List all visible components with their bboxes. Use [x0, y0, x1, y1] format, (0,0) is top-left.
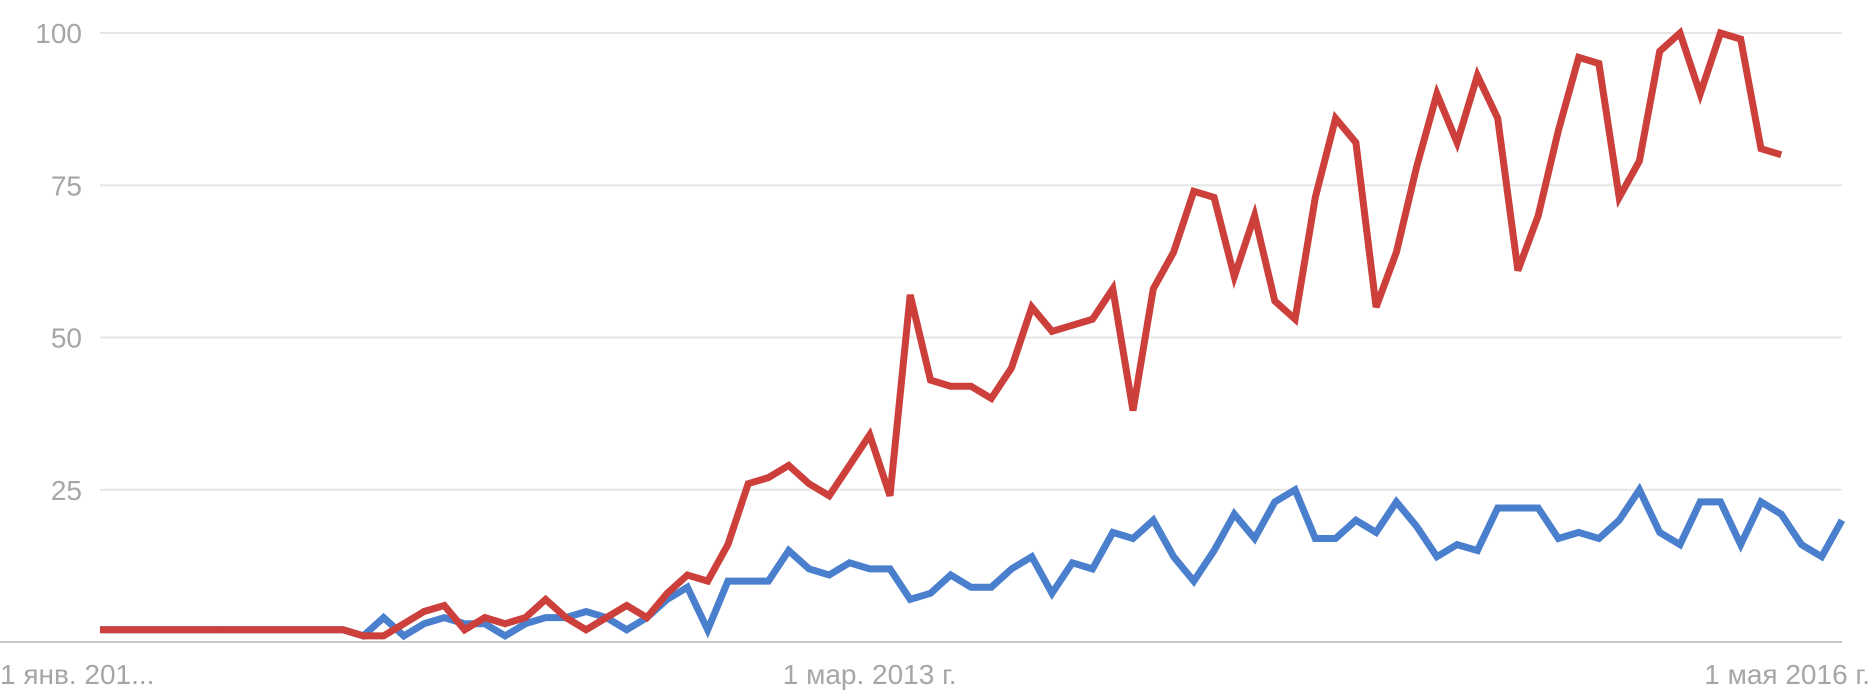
x-tick-label-2: 1 мая 2016 г. [1704, 659, 1870, 690]
y-tick-label-75: 75 [51, 170, 82, 201]
y-tick-label-100: 100 [35, 18, 82, 49]
x-tick-label-1: 1 мар. 2013 г. [783, 659, 957, 690]
series-0 [99, 482, 1846, 641]
series-line-0 [100, 482, 1846, 641]
x-tick-labels: 1 янв. 201... 1 мар. 2013 г. 1 мая 2016 г. [0, 659, 1870, 690]
y-tick-label-25: 25 [51, 475, 82, 506]
y-tick-label-50: 50 [51, 323, 82, 354]
series-1 [99, 26, 1783, 640]
x-tick-label-0: 1 янв. 201... [0, 659, 154, 690]
series-lines [99, 26, 1846, 641]
y-tick-labels: 25 50 75 100 [35, 18, 82, 506]
gridlines [100, 32, 1842, 491]
series-line-1 [100, 26, 1783, 640]
